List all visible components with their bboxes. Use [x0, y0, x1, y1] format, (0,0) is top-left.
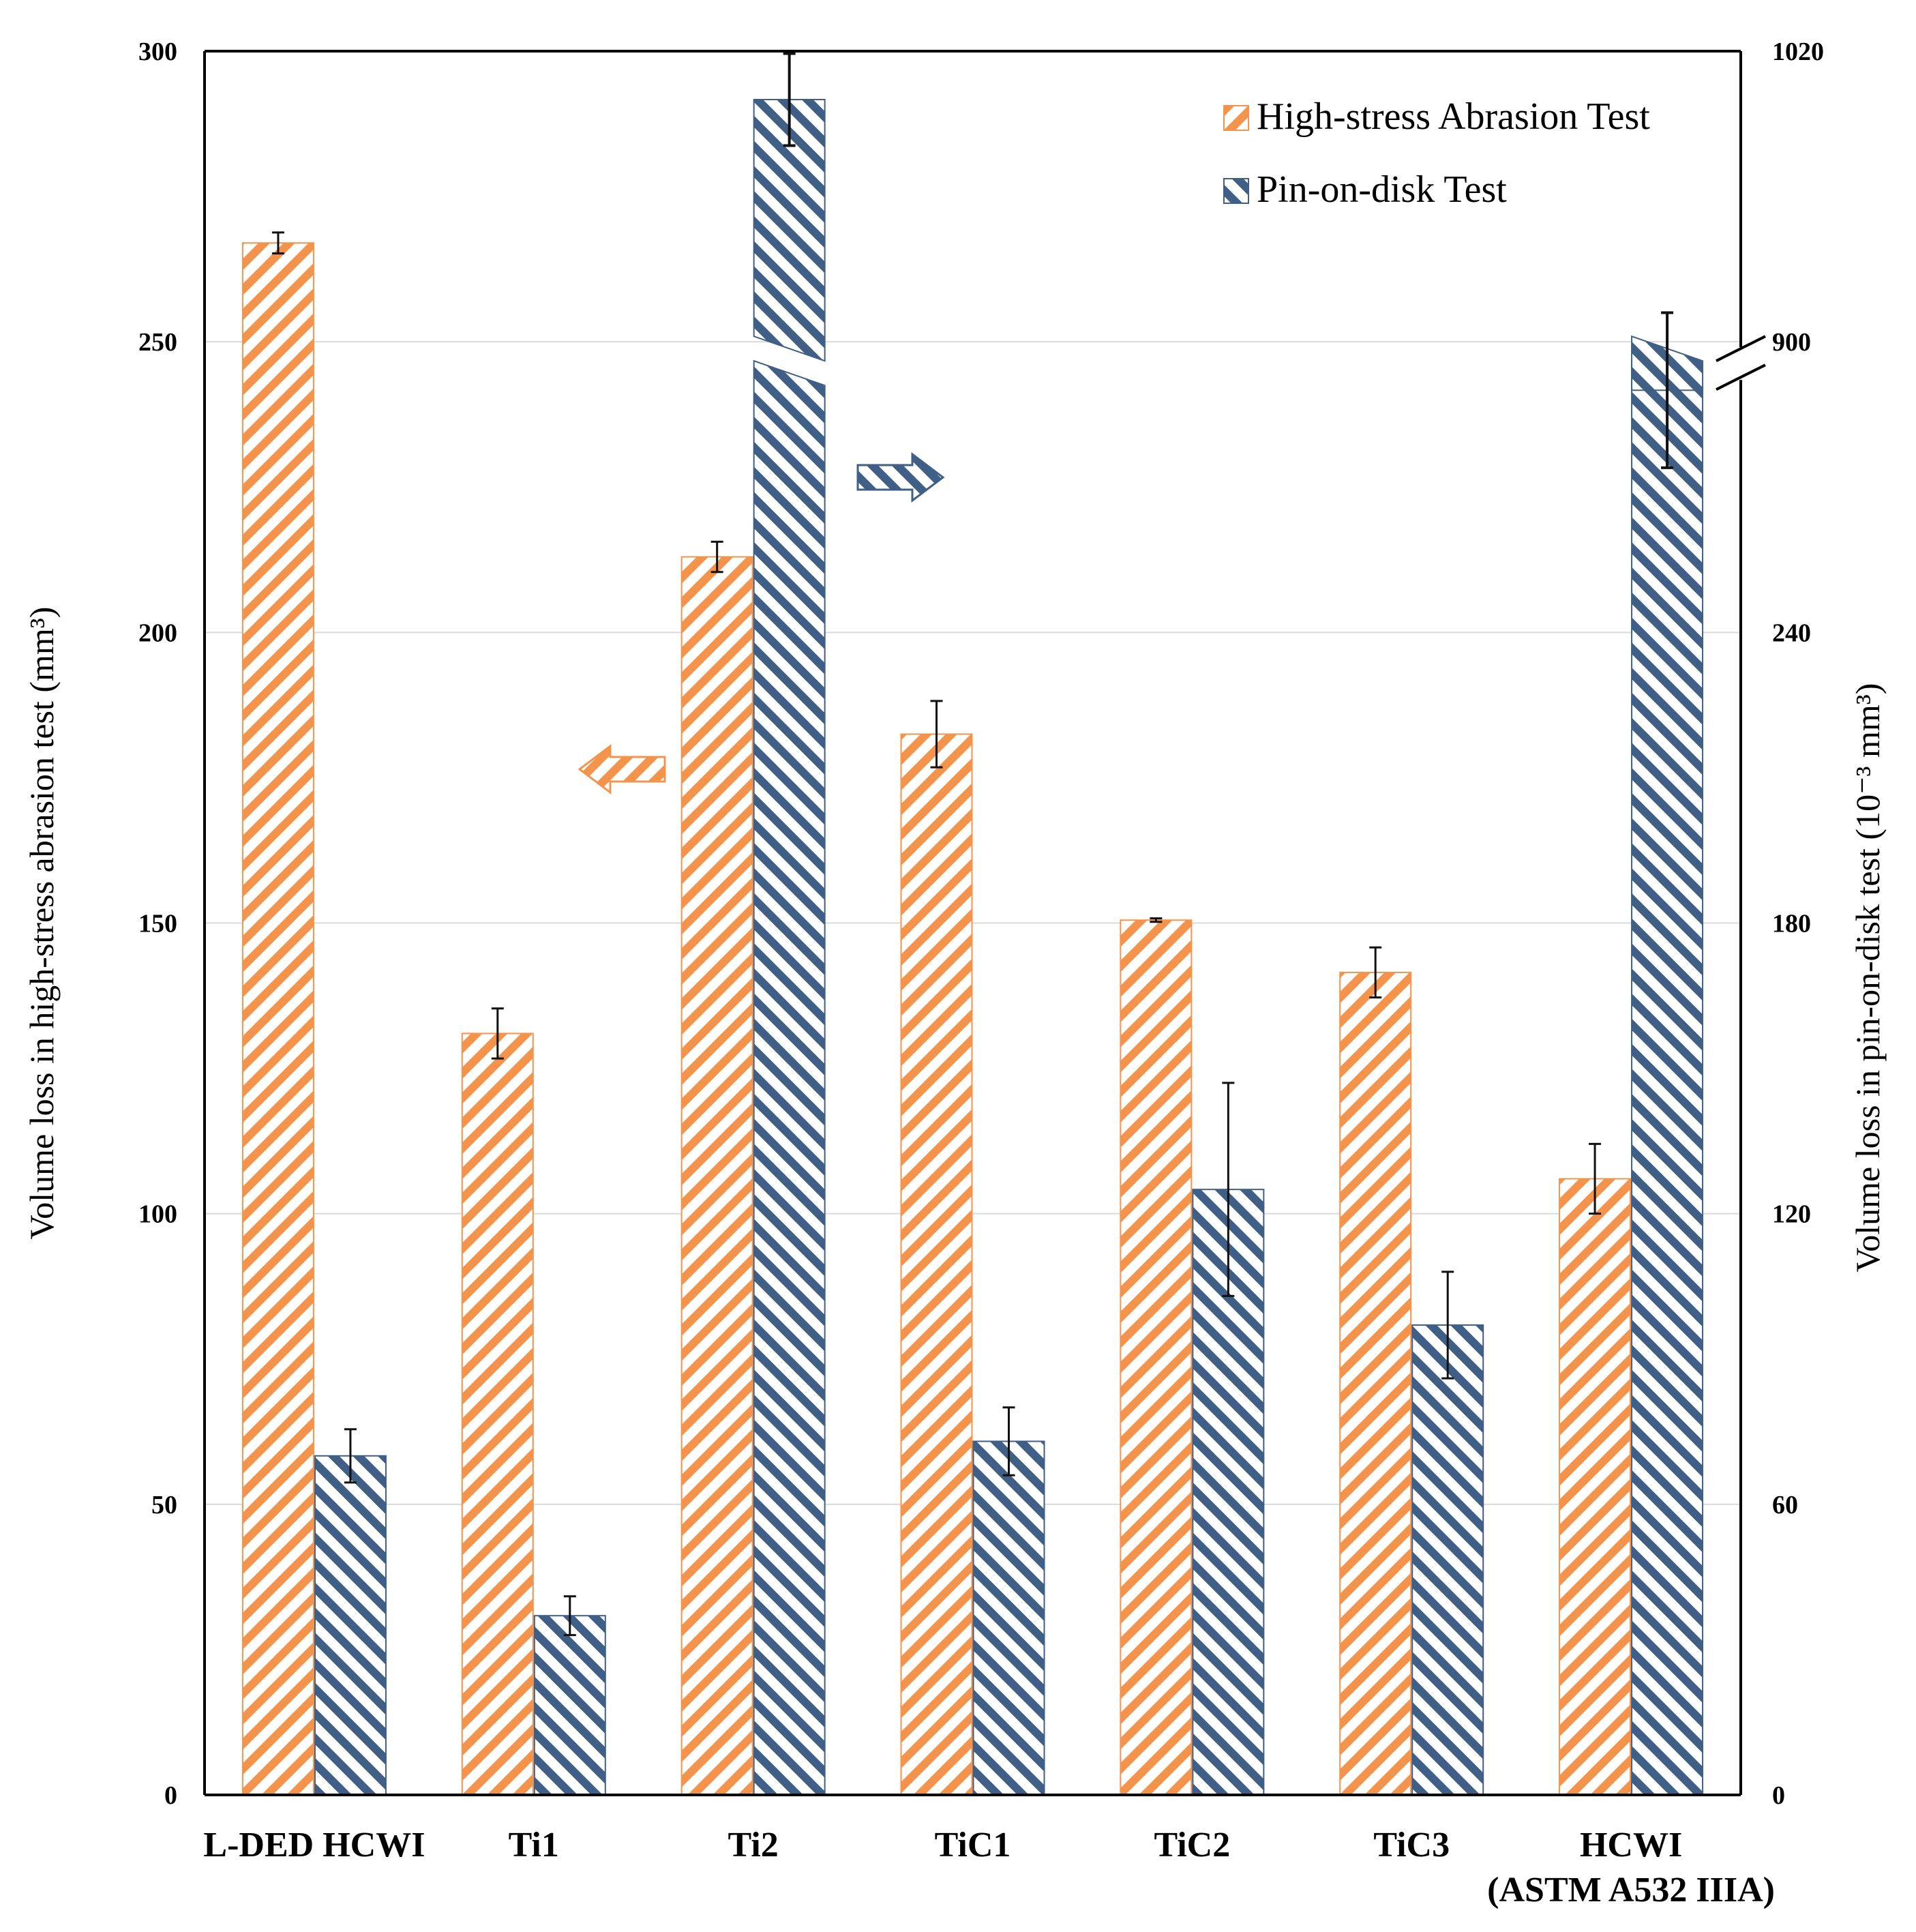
bar-abrasion — [680, 556, 753, 1796]
bar-pin-on-disk — [314, 1455, 387, 1796]
y-tick-left: 100 — [138, 1200, 177, 1229]
bar-pin-on-disk — [972, 1440, 1045, 1796]
axis-arrows — [578, 451, 945, 795]
category-label: HCWI — [1580, 1826, 1682, 1864]
axis-titles: Volume loss in high-stress abrasion test… — [23, 607, 1887, 1273]
right-axis-arrow — [856, 451, 945, 503]
bar-pin-on-disk — [753, 359, 826, 1796]
y-axis-right-title: Volume loss in pin-on-disk test (10⁻³ mm… — [1848, 683, 1887, 1273]
y-tick-right: 120 — [1772, 1200, 1811, 1229]
y-tick-left: 0 — [164, 1781, 177, 1810]
category-labels: L-DED HCWI Ti1 Ti2 TiC1 TiC2 TiC3 HCWI (ASTM A5… — [203, 1826, 1775, 1909]
y-axis-left-title: Volume loss in high-stress abrasion test… — [23, 607, 61, 1240]
y-tick-right: 1020 — [1772, 38, 1824, 66]
category-label: Ti2 — [728, 1826, 779, 1864]
bar-abrasion — [1559, 1178, 1632, 1796]
y-tick-right: 60 — [1772, 1491, 1798, 1519]
bar-abrasion — [461, 1032, 534, 1796]
y-tick-left: 200 — [138, 619, 177, 647]
bar-abrasion — [1339, 971, 1412, 1796]
legend-label: Pin-on-disk Test — [1257, 168, 1507, 211]
legend: High-stress Abrasion Test Pin-on-disk Tes… — [1223, 95, 1650, 211]
bars — [241, 99, 1704, 1796]
bar-pin-on-disk — [533, 1615, 606, 1796]
category-label: TiC3 — [1373, 1826, 1450, 1864]
bar-abrasion — [1120, 919, 1193, 1796]
error-bars — [271, 52, 1674, 1637]
legend-swatch — [1223, 178, 1249, 204]
category-label: TiC1 — [935, 1826, 1011, 1864]
y-tick-left: 250 — [138, 328, 177, 357]
category-label: Ti1 — [509, 1826, 559, 1864]
left-axis-arrow — [578, 743, 666, 795]
category-label: L-DED HCWI — [203, 1826, 425, 1864]
y-tick-right: 0 — [1772, 1781, 1785, 1810]
legend-label: High-stress Abrasion Test — [1257, 95, 1650, 138]
y-tick-right: 180 — [1772, 910, 1811, 938]
y-tick-left: 150 — [138, 910, 177, 938]
bar-pin-on-disk — [1411, 1324, 1484, 1796]
category-label: TiC2 — [1154, 1826, 1230, 1864]
bar-abrasion — [241, 242, 314, 1796]
axis-break-mark — [1716, 363, 1766, 391]
y-tick-right: 240 — [1772, 619, 1811, 647]
axes — [203, 50, 1766, 1796]
bar-pin-on-disk-upper — [753, 99, 826, 362]
category-label: (ASTM A532 IIIA) — [1487, 1871, 1775, 1909]
bar-pin-on-disk — [1631, 359, 1704, 1796]
axis-break-mark — [1716, 335, 1766, 362]
legend-swatch — [1223, 105, 1249, 131]
tick-labels: 0 50 100 150 200 250 300 0 60 120 180 240 900 1020 — [138, 38, 1824, 1810]
bar-abrasion — [900, 733, 973, 1796]
y-tick-left: 300 — [138, 38, 177, 66]
y-tick-left: 50 — [151, 1491, 177, 1519]
y-tick-right: 900 — [1772, 328, 1811, 357]
